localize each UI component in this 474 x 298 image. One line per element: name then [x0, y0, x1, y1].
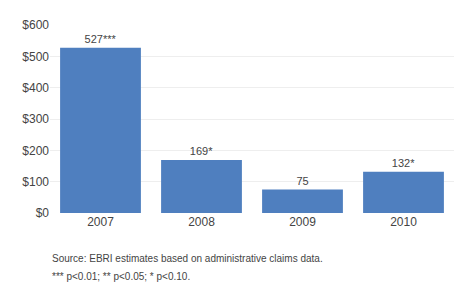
svg-text:132*: 132* [392, 157, 415, 169]
svg-text:$600: $600 [22, 18, 49, 32]
svg-text:2009: 2009 [289, 215, 316, 229]
svg-text:$100: $100 [22, 175, 49, 189]
svg-text:$300: $300 [22, 112, 49, 126]
svg-text:$200: $200 [22, 144, 49, 158]
svg-text:169*: 169* [190, 145, 213, 157]
svg-text:$0: $0 [36, 206, 50, 220]
svg-text:527***: 527*** [85, 33, 117, 45]
svg-text:*** p<0.01; ** p<0.05; * p<0.1: *** p<0.01; ** p<0.05; * p<0.10. [52, 271, 190, 282]
svg-text:2007: 2007 [87, 215, 114, 229]
svg-text:75: 75 [296, 175, 308, 187]
svg-text:2008: 2008 [188, 215, 215, 229]
svg-text:$400: $400 [22, 81, 49, 95]
svg-text:Source: EBRI estimates based o: Source: EBRI estimates based on administ… [52, 253, 323, 264]
svg-text:2010: 2010 [390, 215, 417, 229]
svg-text:$500: $500 [22, 50, 49, 64]
